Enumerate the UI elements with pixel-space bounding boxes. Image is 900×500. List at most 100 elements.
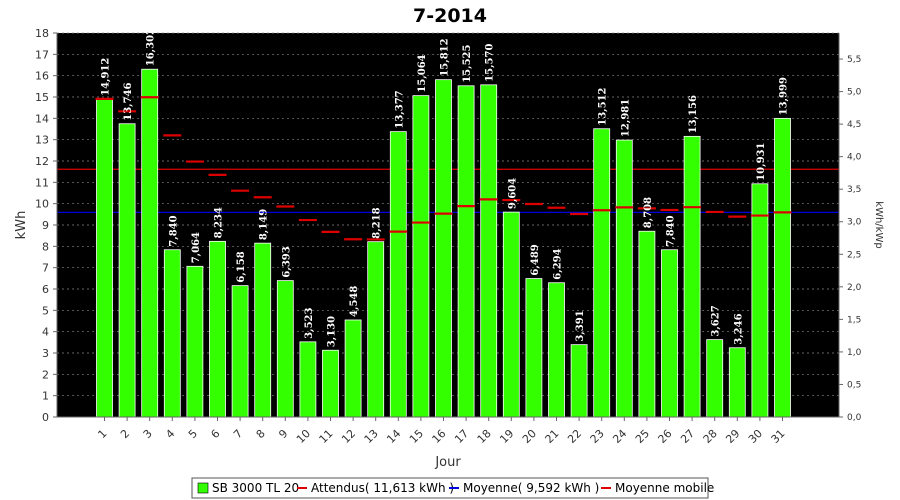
y-tick-label-15: 15 — [35, 91, 49, 104]
y-tick-label-0: 0 — [42, 411, 49, 424]
value-label-day-3: 16,302 — [146, 28, 157, 66]
x-tick-label-18: 18 — [475, 427, 494, 446]
bar-day-26 — [661, 249, 678, 418]
y2-tick-label-7: 3,5 — [847, 185, 861, 195]
y-tick-label-1: 1 — [42, 390, 49, 403]
legend-label-1: Attendus( 11,613 kWh ) — [311, 481, 454, 495]
moving-average-marks — [95, 96, 792, 241]
bar-day-21 — [548, 282, 565, 418]
x-axis-label: Jour — [434, 455, 461, 470]
value-label-day-17: 15,525 — [462, 44, 473, 82]
y-tick-label-3: 3 — [42, 347, 49, 360]
value-label-day-22: 3,391 — [575, 310, 586, 341]
bar-day-14 — [389, 131, 407, 418]
y-tick-label-12: 12 — [35, 155, 49, 168]
bar-day-24 — [615, 139, 633, 418]
y-tick-label-10: 10 — [35, 198, 49, 211]
y-tick-label-18: 18 — [35, 27, 49, 40]
legend-label-0: SB 3000 TL 20 — [212, 481, 299, 495]
bar-day-1 — [96, 98, 113, 418]
bar-day-22 — [570, 344, 588, 418]
bar-day-5 — [186, 265, 204, 418]
y2-tick-label-5: 2,5 — [847, 250, 861, 260]
value-label-day-11: 3,130 — [327, 316, 338, 347]
value-label-day-7: 6,158 — [236, 251, 247, 282]
bar-day-4 — [163, 249, 181, 418]
value-label-day-12: 4,548 — [349, 286, 360, 317]
value-label-day-26: 7,840 — [666, 215, 677, 246]
chart-title: 7-2014 — [413, 5, 487, 27]
bar-day-29 — [728, 347, 746, 418]
x-tick-label-7: 7 — [231, 427, 245, 441]
x-tick-label-27: 27 — [678, 427, 697, 446]
bar-day-9 — [276, 280, 294, 418]
bar-day-12 — [344, 319, 362, 418]
bar-day-8 — [254, 242, 272, 418]
y2-tick-label-11: 5,5 — [847, 55, 861, 65]
value-label-day-1: 14,912 — [101, 58, 112, 96]
y-tick-label-9: 9 — [42, 219, 49, 232]
x-tick-label-19: 19 — [497, 427, 516, 446]
x-tick-label-11: 11 — [317, 427, 336, 446]
bar-day-13 — [367, 241, 385, 418]
x-tick-label-25: 25 — [633, 427, 652, 446]
x-tick-label-30: 30 — [746, 427, 765, 446]
bar-day-30 — [751, 183, 769, 418]
bar-day-17 — [457, 85, 475, 418]
value-label-day-16: 15,812 — [440, 38, 451, 76]
value-label-day-8: 8,149 — [259, 209, 270, 240]
legend-label-2: Moyenne( 9,592 kWh ) — [463, 481, 599, 495]
y2-axis-ticks: 0,0 0,5 1,0 1,5 2,0 2,5 3,0 3,5 4,0 4,5 5,0 5,5 — [839, 55, 862, 423]
bar-day-6 — [209, 240, 226, 418]
value-label-day-2: 13,746 — [123, 82, 134, 120]
y-tick-label-5: 5 — [42, 304, 49, 317]
bar-day-27 — [683, 135, 701, 418]
y-tick-label-2: 2 — [42, 368, 49, 381]
y-tick-label-7: 7 — [42, 262, 49, 275]
x-axis-ticks: 1 2 3 4 5 6 7 8 9 10 11 12 13 14 15 16 17 18 19 20 21 22 23 24 2… — [95, 417, 788, 446]
value-labels: 14,912 13,746 16,302 7,840 7,064 8,234 6,158 8,… — [101, 28, 790, 347]
x-tick-label-9: 9 — [276, 427, 290, 441]
x-tick-label-28: 28 — [701, 427, 720, 446]
bar-day-3 — [141, 68, 159, 418]
x-tick-label-31: 31 — [769, 427, 788, 446]
value-label-day-27: 13,156 — [688, 95, 699, 133]
bar-day-10 — [299, 341, 317, 418]
bar-day-18 — [480, 84, 498, 418]
value-label-day-28: 3,627 — [711, 305, 722, 336]
x-tick-label-21: 21 — [543, 427, 562, 446]
value-label-day-29: 3,246 — [733, 313, 744, 344]
bar-day-19 — [502, 211, 520, 418]
value-label-day-18: 15,570 — [485, 44, 496, 82]
value-label-day-30: 10,931 — [756, 143, 767, 181]
legend: SB 3000 TL 20 Attendus( 11,613 kWh ) Moyen… — [191, 477, 714, 499]
y2-tick-label-1: 0,5 — [847, 380, 861, 390]
value-label-day-19: 9,604 — [507, 178, 518, 209]
x-tick-label-12: 12 — [339, 427, 358, 446]
y2-tick-label-0: 0,0 — [847, 413, 862, 423]
y2-tick-label-8: 4,0 — [847, 153, 862, 163]
bar-day-15 — [412, 95, 430, 418]
x-tick-label-5: 5 — [186, 427, 200, 441]
value-label-day-23: 13,512 — [598, 87, 609, 125]
x-tick-label-16: 16 — [430, 427, 449, 446]
x-tick-label-17: 17 — [452, 427, 471, 446]
bar-day-2 — [118, 123, 136, 418]
value-label-day-14: 13,377 — [394, 90, 405, 128]
y-tick-label-13: 13 — [35, 134, 49, 147]
x-tick-label-8: 8 — [254, 427, 268, 441]
x-tick-label-29: 29 — [723, 427, 742, 446]
x-tick-label-26: 26 — [656, 427, 675, 446]
x-tick-label-13: 13 — [362, 427, 381, 446]
y2-tick-label-10: 5,0 — [847, 88, 862, 98]
value-label-day-21: 6,294 — [553, 248, 564, 279]
bars — [96, 68, 791, 418]
y-tick-label-17: 17 — [35, 48, 49, 61]
value-label-day-13: 8,218 — [372, 207, 383, 238]
legend-label-3: Moyenne mobile — [615, 481, 714, 495]
value-label-day-9: 6,393 — [281, 246, 292, 277]
x-tick-label-4: 4 — [163, 427, 177, 441]
value-label-day-4: 7,840 — [168, 215, 179, 246]
x-tick-label-14: 14 — [384, 427, 403, 446]
